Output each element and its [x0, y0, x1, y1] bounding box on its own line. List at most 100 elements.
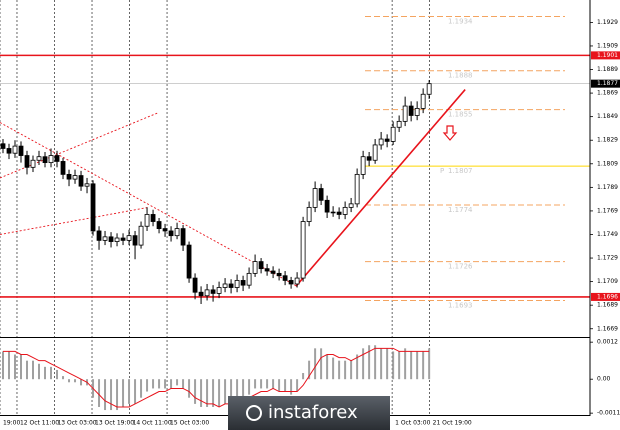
- x-tick-label: 15 Oct 03:00: [170, 420, 209, 427]
- candle-body: [342, 206, 348, 215]
- candle-body: [420, 93, 426, 109]
- arrow-shape: [442, 125, 458, 141]
- watermark: instaforex: [228, 396, 390, 430]
- candle-body: [276, 272, 282, 277]
- candle-body: [252, 261, 258, 274]
- candle-body: [366, 156, 372, 161]
- candle-body: [162, 228, 168, 232]
- down-arrow-icon: [442, 125, 458, 141]
- candle-body: [216, 287, 222, 294]
- level-price-box: [591, 51, 620, 60]
- candle-body: [132, 235, 138, 246]
- candle-body: [156, 221, 162, 229]
- level-price-label: 1.1901: [597, 52, 618, 59]
- candle-body: [90, 183, 96, 232]
- trendline: [295, 89, 466, 287]
- y-tick-label: 1.1789: [597, 184, 618, 191]
- candle-body: [168, 230, 174, 237]
- x-tick-label: 13 Oct 19:00: [95, 420, 134, 427]
- pivot-label: 1.1807: [448, 167, 473, 175]
- candle-body: [414, 108, 420, 116]
- candle-body: [102, 236, 108, 241]
- indicator-tick-label: 0.0012: [597, 339, 618, 346]
- fib-level-label: 1.1774: [448, 206, 473, 214]
- candle-body: [228, 283, 234, 288]
- candle-body: [348, 203, 354, 208]
- x-tick-label: 12 Oct 11:00: [20, 420, 59, 427]
- candle-body: [360, 156, 366, 175]
- candle-body: [42, 156, 48, 164]
- fib-level-label: 1.1888: [448, 72, 473, 80]
- indicator-signal-line: [3, 347, 430, 408]
- candle-body: [174, 228, 180, 237]
- candle-body: [264, 268, 270, 272]
- candle-body: [396, 120, 402, 128]
- x-tick-label: 19:00: [3, 420, 20, 427]
- candle-body: [354, 173, 360, 205]
- candle-body: [372, 144, 378, 161]
- candle-body: [114, 237, 120, 242]
- candle-body: [390, 126, 396, 142]
- candle-body: [180, 228, 186, 246]
- candle-body: [234, 280, 240, 288]
- y-tick-label: 1.1889: [597, 66, 618, 73]
- current-price-label: 1.1877: [597, 80, 618, 87]
- candle-body: [60, 161, 66, 175]
- fib-level-label: 1.1693: [448, 301, 473, 309]
- x-tick-label: 21 Oct 19:00: [433, 420, 472, 427]
- candle-body: [78, 175, 84, 187]
- y-tick-label: 1.1769: [597, 207, 618, 214]
- x-tick-label: 14 Oct 11:00: [133, 420, 172, 427]
- candle-body: [24, 155, 30, 168]
- candle-body: [198, 291, 204, 297]
- watermark-box: [228, 396, 390, 430]
- y-tick-label: 1.1929: [597, 19, 618, 26]
- indicator-tick-label: 0.00: [597, 376, 611, 383]
- candle-body: [240, 280, 246, 286]
- candle-body: [246, 272, 252, 286]
- candle-body: [192, 277, 198, 293]
- candle-body: [126, 235, 132, 241]
- level-price-label: 1.1696: [597, 293, 618, 300]
- trendline: [0, 206, 149, 235]
- candle-body: [48, 155, 54, 164]
- candle-body: [384, 138, 390, 142]
- candle-body: [144, 214, 150, 227]
- pivot-prefix: P: [440, 167, 444, 175]
- candle-body: [426, 83, 432, 95]
- fib-level-label: 1.1855: [448, 111, 473, 119]
- indicator-tick-label: -0.0011: [597, 410, 620, 417]
- x-tick-label: 13 Oct 03:00: [57, 420, 96, 427]
- candle-body: [204, 289, 210, 297]
- candle-body: [408, 105, 414, 116]
- trendline: [0, 122, 298, 287]
- y-tick-label: 1.1749: [597, 231, 618, 238]
- y-tick-label: 1.1729: [597, 255, 618, 262]
- candle-body: [318, 188, 324, 201]
- candle-body: [222, 283, 228, 288]
- candle-body: [138, 225, 144, 246]
- y-tick-label: 1.1689: [597, 302, 618, 309]
- candle-body: [54, 155, 60, 162]
- y-tick-label: 1.1909: [597, 42, 618, 49]
- candle-body: [336, 211, 342, 215]
- candle-body: [0, 143, 6, 149]
- candle-body: [12, 145, 18, 154]
- y-tick-label: 1.1709: [597, 278, 618, 285]
- candle-body: [36, 156, 42, 161]
- candle-body: [324, 199, 330, 213]
- candle-body: [300, 221, 306, 279]
- candle-body: [288, 280, 294, 285]
- candle-body: [378, 138, 384, 146]
- current-price-box: [591, 79, 620, 88]
- candle-body: [270, 270, 276, 274]
- candle-body: [84, 183, 90, 187]
- level-price-box: [591, 292, 620, 301]
- candle-body: [258, 261, 264, 270]
- fib-level-label: 1.1934: [448, 17, 473, 25]
- candle-body: [18, 145, 24, 156]
- candle-body: [282, 275, 288, 281]
- candle-body: [72, 175, 78, 180]
- candle-body: [150, 214, 156, 222]
